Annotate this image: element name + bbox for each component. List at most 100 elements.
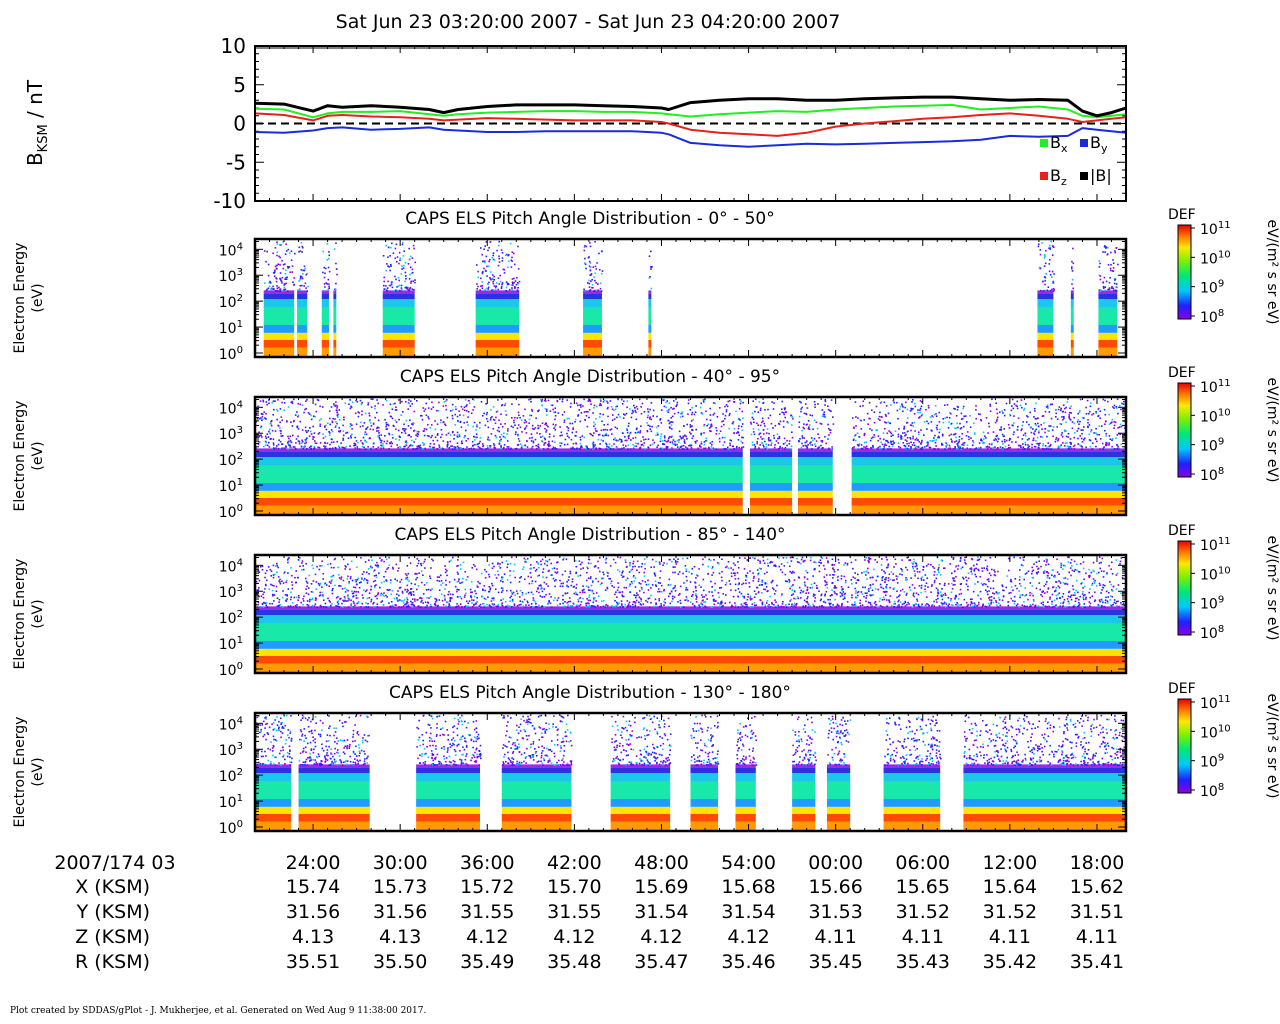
ephemeris-value: 31.54 bbox=[721, 901, 775, 923]
legend-swatch-bmag bbox=[1080, 172, 1088, 180]
energy-tick-label: 104 bbox=[219, 399, 243, 417]
panel-ylabel: Electron Energy (eV) bbox=[12, 717, 46, 828]
data-interval bbox=[792, 716, 817, 831]
figure: Sat Jun 23 03:20:00 2007 - Sat Jun 23 04… bbox=[12, 11, 1280, 973]
panel-ylabel: Electron Energy (eV) bbox=[12, 401, 46, 512]
data-interval bbox=[475, 240, 521, 357]
ephemeris-value: 31.54 bbox=[634, 901, 688, 923]
colorbar-tick-label: 1011 bbox=[1200, 220, 1231, 238]
ephemeris-value: 15.74 bbox=[286, 876, 340, 898]
ephemeris-value: 15.68 bbox=[721, 876, 775, 898]
colorbar-tick-label: 109 bbox=[1200, 279, 1224, 297]
ephemeris-value: 4.12 bbox=[640, 926, 682, 948]
mag-ytick-label: -5 bbox=[226, 150, 246, 174]
legend-label-bz: Bz bbox=[1050, 166, 1067, 188]
series-line-bmag bbox=[254, 95, 1127, 118]
series-line-by bbox=[254, 126, 1127, 148]
energy-tick-label: 100 bbox=[219, 819, 243, 837]
data-interval bbox=[735, 716, 758, 831]
colorbar-tick-label: 1011 bbox=[1200, 536, 1231, 554]
energy-tick-label: 104 bbox=[219, 241, 243, 259]
data-interval bbox=[610, 715, 672, 831]
energy-tick-label: 101 bbox=[219, 319, 243, 337]
energy-tick-label: 100 bbox=[219, 503, 243, 521]
plot-title: Sat Jun 23 03:20:00 2007 - Sat Jun 23 04… bbox=[336, 11, 841, 33]
spectrogram-data bbox=[255, 714, 1126, 831]
time-tick-label: 06:00 bbox=[895, 852, 950, 874]
ephemeris-value: 31.53 bbox=[808, 901, 862, 923]
energy-tick-label: 101 bbox=[219, 793, 243, 811]
panel-title: CAPS ELS Pitch Angle Distribution - 85° … bbox=[394, 525, 785, 545]
colorbar-tick-label: 109 bbox=[1200, 437, 1224, 455]
ephemeris-value: 4.11 bbox=[989, 926, 1031, 948]
series-line-bz bbox=[254, 112, 1127, 137]
energy-tick-label: 103 bbox=[219, 583, 243, 601]
spectrogram-panel-40-95: CAPS ELS Pitch Angle Distribution - 40° … bbox=[12, 365, 1280, 521]
panel-ylabel: Electron Energy (eV) bbox=[12, 559, 46, 670]
time-axis: 2007/174 03 24:00 30:00 36:00 42:00 48:00 54:0… bbox=[54, 852, 1124, 973]
spectrogram-panel-85-140: CAPS ELS Pitch Angle Distribution - 85° … bbox=[12, 523, 1280, 679]
ephemeris-value: 15.66 bbox=[808, 876, 862, 898]
energy-tick-label: 104 bbox=[219, 557, 243, 575]
data-interval bbox=[263, 241, 296, 357]
energy-tick-label: 102 bbox=[219, 609, 243, 627]
colorbar-label: DEF bbox=[1168, 681, 1196, 697]
ephemeris-value: 4.12 bbox=[553, 926, 595, 948]
time-tick-label: 54:00 bbox=[721, 852, 776, 874]
data-interval bbox=[255, 556, 1126, 673]
ephemeris-value: 31.52 bbox=[983, 901, 1037, 923]
data-interval bbox=[648, 250, 653, 357]
ephemeris-value: 15.62 bbox=[1070, 876, 1124, 898]
time-tick-label: 18:00 bbox=[1070, 852, 1125, 874]
ephemeris-value: 35.43 bbox=[896, 951, 950, 973]
ephemeris-value: 4.11 bbox=[1076, 926, 1118, 948]
time-tick-label: 42:00 bbox=[547, 852, 602, 874]
colorbar-tick-label: 1010 bbox=[1200, 565, 1231, 583]
colorbar-tick-label: 109 bbox=[1200, 595, 1224, 613]
colorbar-tick-label: 1010 bbox=[1200, 407, 1231, 425]
colorbar-tick-label: 1010 bbox=[1200, 249, 1231, 267]
time-tick-label: 36:00 bbox=[460, 852, 515, 874]
ephemeris-value: 31.55 bbox=[547, 901, 601, 923]
ephemeris-value: 4.12 bbox=[727, 926, 769, 948]
ephemeris-value: 35.41 bbox=[1070, 951, 1124, 973]
ephemeris-value: 4.11 bbox=[815, 926, 857, 948]
colorbar-label: DEF bbox=[1168, 207, 1196, 223]
data-interval bbox=[1098, 245, 1119, 357]
spectrogram-data bbox=[255, 556, 1126, 673]
colorbar-tick-label: 109 bbox=[1200, 753, 1224, 771]
ephemeris-value: 35.46 bbox=[721, 951, 775, 973]
ephemeris-value: 4.13 bbox=[379, 926, 421, 948]
panel-title: CAPS ELS Pitch Angle Distribution - 40° … bbox=[400, 367, 780, 387]
mag-ytick-label: 5 bbox=[233, 73, 246, 97]
data-interval bbox=[750, 398, 794, 515]
colorbar-tick-label: 1011 bbox=[1200, 378, 1231, 396]
data-interval bbox=[382, 241, 416, 357]
legend-swatch-by bbox=[1080, 139, 1088, 147]
energy-tick-label: 101 bbox=[219, 477, 243, 495]
ephemeris-value: 35.51 bbox=[286, 951, 340, 973]
colorbar bbox=[1177, 224, 1192, 320]
ephemeris-value: 31.52 bbox=[896, 901, 950, 923]
ephemeris-value: 31.56 bbox=[286, 901, 340, 923]
legend-label-bmag: |B| bbox=[1090, 166, 1112, 185]
series-line-bx bbox=[254, 103, 1127, 119]
data-interval bbox=[416, 714, 482, 831]
colorbar-units: eV/(m² s sr eV) bbox=[1264, 220, 1280, 325]
spectrogram-data bbox=[263, 240, 1119, 357]
ephemeris-value: 4.13 bbox=[292, 926, 334, 948]
energy-tick-label: 103 bbox=[219, 425, 243, 443]
data-interval bbox=[297, 241, 309, 357]
data-interval bbox=[690, 714, 720, 831]
plot-footer: Plot created by SDDAS/gPlot - J. Mukherj… bbox=[10, 1006, 427, 1016]
data-interval bbox=[501, 714, 573, 831]
ephemeris-value: 35.49 bbox=[460, 951, 514, 973]
data-interval bbox=[826, 715, 852, 831]
colorbar-units: eV/(m² s sr eV) bbox=[1264, 536, 1280, 641]
mag-ylabel: BKSM / nT bbox=[23, 79, 51, 166]
energy-tick-label: 103 bbox=[219, 267, 243, 285]
time-tick-label: 48:00 bbox=[634, 852, 689, 874]
spectrogram-data bbox=[255, 398, 1126, 515]
ephemeris-row-label: X (KSM) bbox=[75, 876, 150, 898]
legend-swatch-bz bbox=[1040, 172, 1048, 180]
